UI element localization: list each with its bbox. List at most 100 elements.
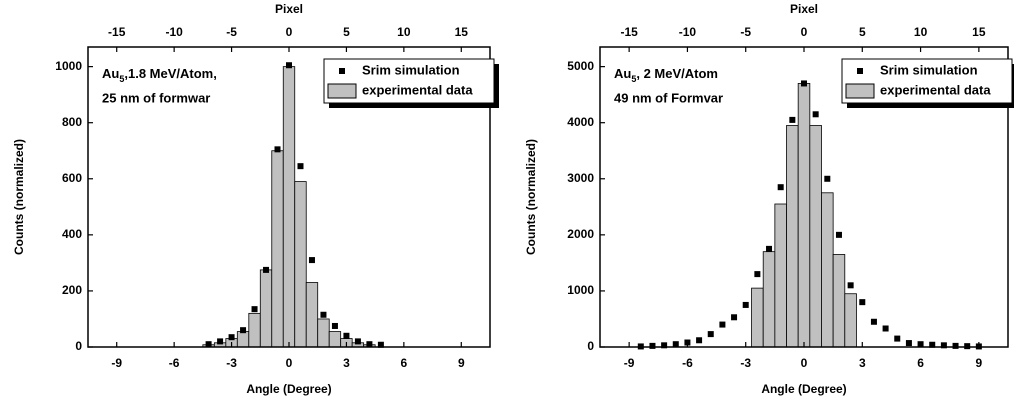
x-tick-label: 6 (917, 356, 924, 370)
histogram-bar (809, 125, 822, 348)
annotation: Au5,1.8 MeV/Atom, (102, 66, 217, 84)
x2-tick-label: 15 (972, 25, 986, 39)
scatter-point (742, 301, 749, 308)
histogram-bar (259, 269, 273, 348)
scatter-point (835, 231, 842, 238)
histogram-bar (236, 331, 250, 348)
scatter-point (905, 340, 912, 347)
panel: 0 200 400 600 800 1000 -9 -6 -3 0 3 6 9 -15 -10 -5 0 5 10 1… (12, 2, 499, 396)
x2-tick-label: 10 (914, 25, 928, 39)
y-tick-label: 400 (62, 227, 82, 241)
scatter-point (812, 111, 819, 118)
scatter-point (649, 342, 656, 349)
scatter-point (240, 327, 247, 334)
scatter-point (964, 343, 971, 350)
scatter-point (661, 342, 668, 349)
x2-tick-label: -5 (740, 25, 751, 39)
y-axis-title: Counts (normalized) (524, 139, 538, 255)
x2-tick-label: -5 (226, 25, 237, 39)
x-tick-label: 0 (286, 356, 293, 370)
x-tick-label: 0 (801, 356, 808, 370)
scatter-point (320, 311, 327, 318)
x2-axis-title: Pixel (275, 2, 303, 16)
scatter-point (354, 338, 361, 345)
y-tick-label: 5000 (567, 59, 594, 73)
x2-tick-label: -15 (108, 25, 126, 39)
scatter-point (777, 184, 784, 191)
y-tick-label: 0 (587, 339, 594, 353)
histogram-bar (821, 192, 834, 348)
scatter-point (824, 175, 831, 182)
x-tick-label: -6 (682, 356, 693, 370)
y-tick-label: 0 (75, 339, 82, 353)
annotation-element: Au (102, 66, 119, 81)
histogram-bar (786, 125, 799, 348)
y-tick-label: 800 (62, 115, 82, 129)
x-tick-label: -9 (624, 356, 635, 370)
panel: 0 1000 2000 3000 4000 5000 -9 -6 -3 0 3 6 9 -15 -10 -5 0… (524, 2, 1014, 396)
scatter-point (366, 341, 373, 348)
scatter-point (263, 266, 270, 273)
histogram-bar (328, 331, 342, 348)
scatter-point (274, 146, 281, 153)
x-tick-label: 3 (859, 356, 866, 370)
scatter-point (205, 341, 212, 348)
histogram-bar (762, 251, 776, 348)
x2-tick-label: 0 (801, 25, 808, 39)
scatter-point (801, 80, 807, 87)
legend-swatch (845, 83, 875, 99)
histogram-bar (282, 66, 296, 348)
histogram-bar (774, 203, 787, 348)
scatter-point (696, 337, 703, 344)
legend-label: Srim simulation (362, 62, 460, 77)
scatter-point (882, 325, 889, 332)
legend-label: Srim simulation (880, 62, 978, 77)
histogram-bar (271, 150, 284, 348)
scatter-point (847, 282, 854, 289)
scatter-point (672, 341, 679, 348)
scatter-point (940, 342, 947, 349)
annotation: 49 nm of Formvar (614, 90, 723, 105)
histogram-bar (317, 318, 330, 348)
scatter-point (719, 321, 726, 328)
x2-tick-label: 5 (859, 25, 866, 39)
legend-swatch (339, 68, 345, 74)
x2-axis-title: Pixel (790, 2, 818, 16)
annotation-subscript: 5 (119, 74, 124, 84)
legend-swatch (857, 68, 863, 74)
scatter-point (707, 331, 714, 338)
annotation: Au5, 2 MeV/Atom (614, 66, 718, 84)
scatter-point (754, 271, 761, 278)
scatter-point (766, 245, 773, 252)
scatter-point (859, 299, 866, 306)
scatter-point (731, 314, 738, 321)
x2-tick-label: 10 (397, 25, 411, 39)
scatter-point (308, 257, 315, 264)
scatter-point (894, 335, 901, 342)
scatter-point (217, 338, 224, 345)
y-tick-label: 4000 (567, 115, 594, 129)
y-tick-label: 200 (62, 283, 82, 297)
x-tick-label: 6 (401, 356, 408, 370)
histogram-bar (294, 181, 307, 348)
scatter-point (929, 341, 936, 348)
annotation: 25 nm of formwar (102, 90, 210, 105)
x-tick-label: 3 (343, 356, 350, 370)
y-tick-label: 600 (62, 171, 82, 185)
legend-swatch (327, 83, 357, 99)
y-tick-label: 3000 (567, 171, 594, 185)
scatter-point (870, 318, 877, 325)
annotation-text: , 2 MeV/Atom (636, 66, 718, 81)
x-tick-label: 9 (458, 356, 465, 370)
histogram-bar (844, 293, 857, 348)
scatter-point (331, 322, 338, 329)
legend-label: experimental data (362, 82, 473, 97)
x-axis-title: Angle (Degree) (761, 382, 846, 396)
x-tick-label: 9 (976, 356, 983, 370)
x2-tick-label: -15 (620, 25, 638, 39)
x2-tick-label: 15 (455, 25, 469, 39)
x2-tick-label: -10 (165, 25, 183, 39)
histogram-bar (248, 312, 261, 348)
scatter-point (251, 306, 258, 313)
